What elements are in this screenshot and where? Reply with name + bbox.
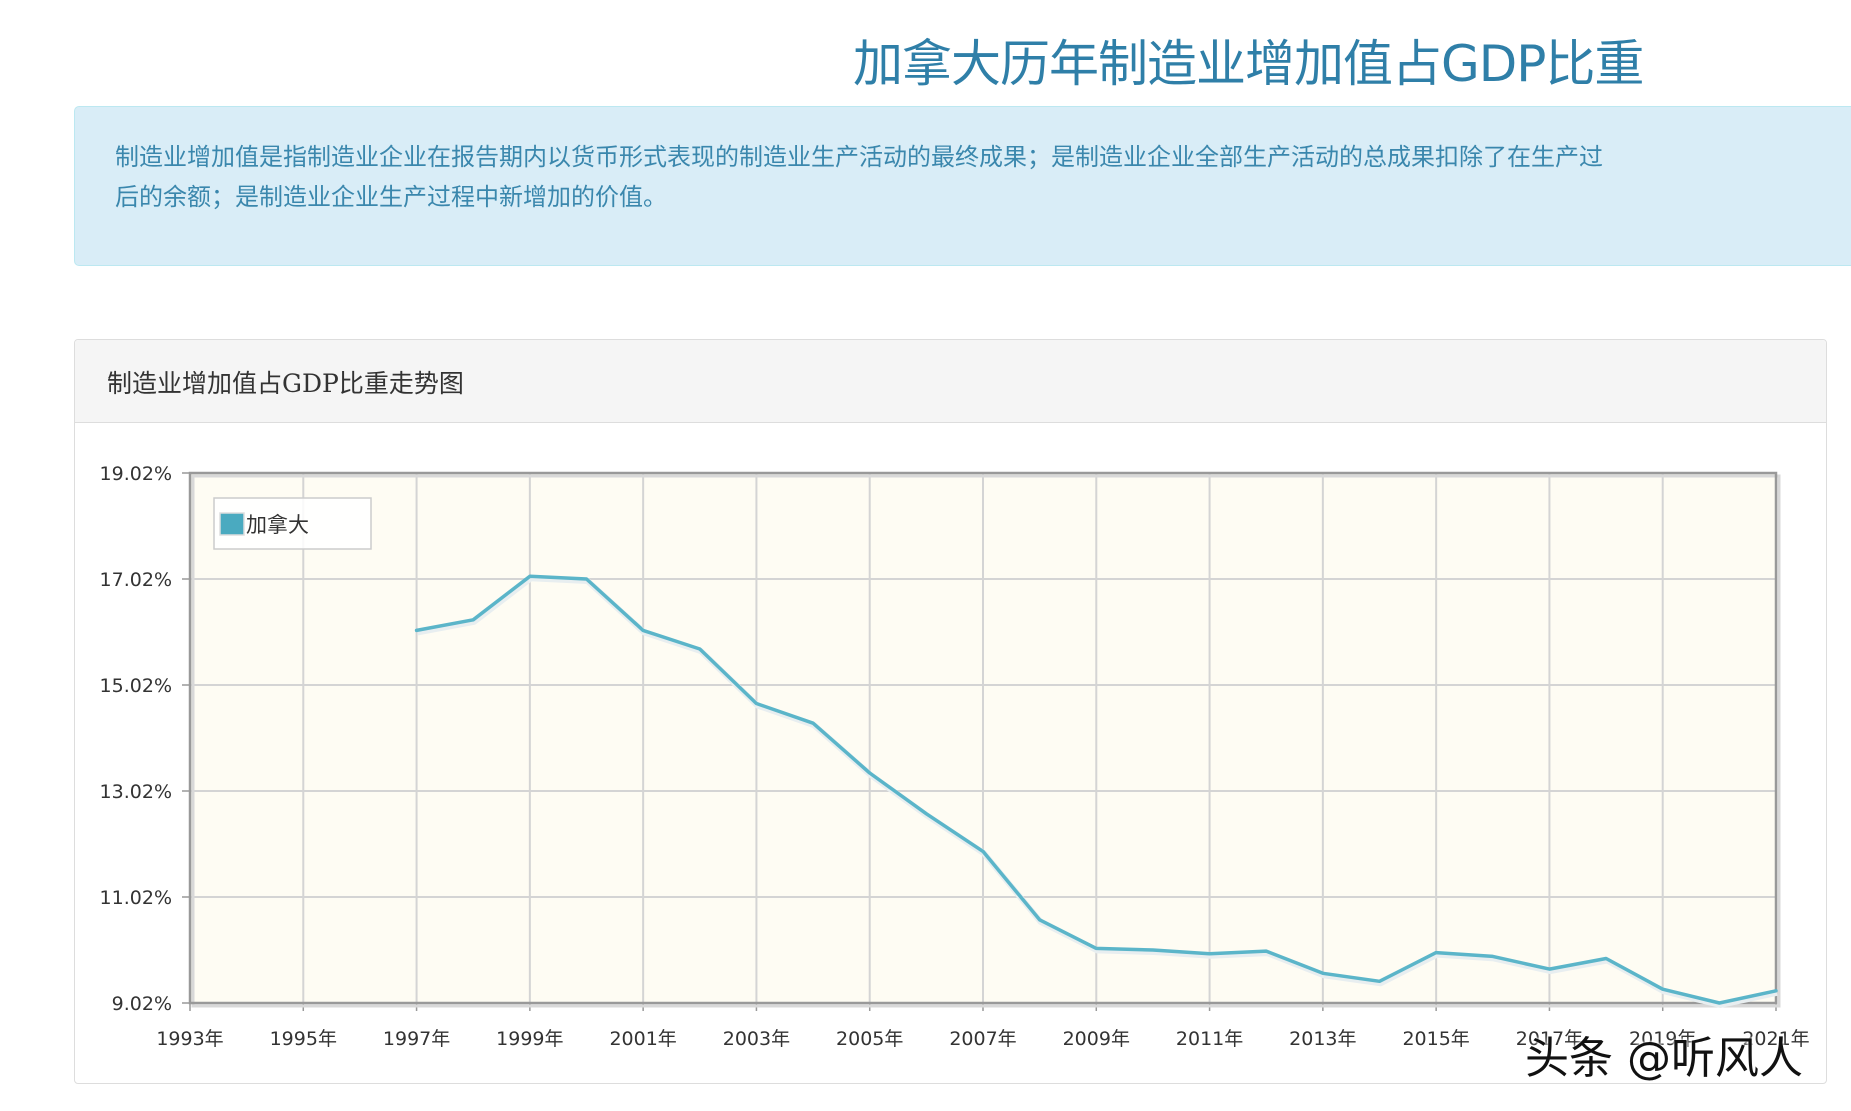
plot-border bbox=[188, 471, 1778, 1005]
panel-heading: 制造业增加值占GDP比重走势图 bbox=[75, 340, 1826, 423]
x-tick-label: 1995年 bbox=[270, 1028, 337, 1050]
x-tick-label: 2013年 bbox=[1289, 1028, 1356, 1050]
watermark: 头条 @听风人 bbox=[1525, 1033, 1803, 1084]
x-tick-label: 2015年 bbox=[1402, 1028, 1469, 1050]
y-tick-label: 17.02% bbox=[100, 569, 172, 591]
panel-title: 制造业增加值占GDP比重走势图 bbox=[107, 369, 464, 398]
x-tick-label: 2017年 bbox=[1516, 1028, 1583, 1050]
y-tick-label: 15.02% bbox=[100, 675, 172, 697]
series-line bbox=[414, 574, 1778, 1005]
x-tick-label: 2003年 bbox=[723, 1028, 790, 1050]
x-tick-label: 2001年 bbox=[609, 1028, 676, 1050]
info-line-1: 制造业增加值是指制造业企业在报告期内以货币形式表现的制造业生产活动的最终成果；是… bbox=[115, 143, 1603, 171]
x-tick-label: 2011年 bbox=[1176, 1028, 1243, 1050]
x-tick-label: 2019年 bbox=[1629, 1028, 1696, 1050]
x-tick-label: 1993年 bbox=[156, 1028, 223, 1050]
info-box: 制造业增加值是指制造业企业在报告期内以货币形式表现的制造业生产活动的最终成果；是… bbox=[74, 106, 1851, 266]
plot-border-shadow bbox=[191, 474, 1781, 1008]
x-tick-label: 1999年 bbox=[496, 1028, 563, 1050]
x-tick-label: 2009年 bbox=[1063, 1028, 1130, 1050]
legend-swatch bbox=[219, 512, 245, 536]
page-title: 加拿大历年制造业增加值占GDP比重 bbox=[853, 35, 1644, 93]
y-tick-label: 11.02% bbox=[100, 887, 172, 909]
x-tick-label: 2021年 bbox=[1742, 1028, 1809, 1050]
x-tick-label: 1997年 bbox=[383, 1028, 450, 1050]
y-tick-label: 19.02% bbox=[100, 463, 172, 485]
info-text: 制造业增加值是指制造业企业在报告期内以货币形式表现的制造业生产活动的最终成果；是… bbox=[115, 137, 1851, 217]
legend-label: 加拿大 bbox=[246, 513, 309, 537]
y-tick-label: 13.02% bbox=[100, 781, 172, 803]
y-tick-label: 9.02% bbox=[112, 993, 172, 1015]
info-line-2: 后的余额；是制造业企业生产过程中新增加的价值。 bbox=[115, 183, 667, 211]
x-tick-label: 2007年 bbox=[949, 1028, 1016, 1050]
x-tick-label: 2005年 bbox=[836, 1028, 903, 1050]
